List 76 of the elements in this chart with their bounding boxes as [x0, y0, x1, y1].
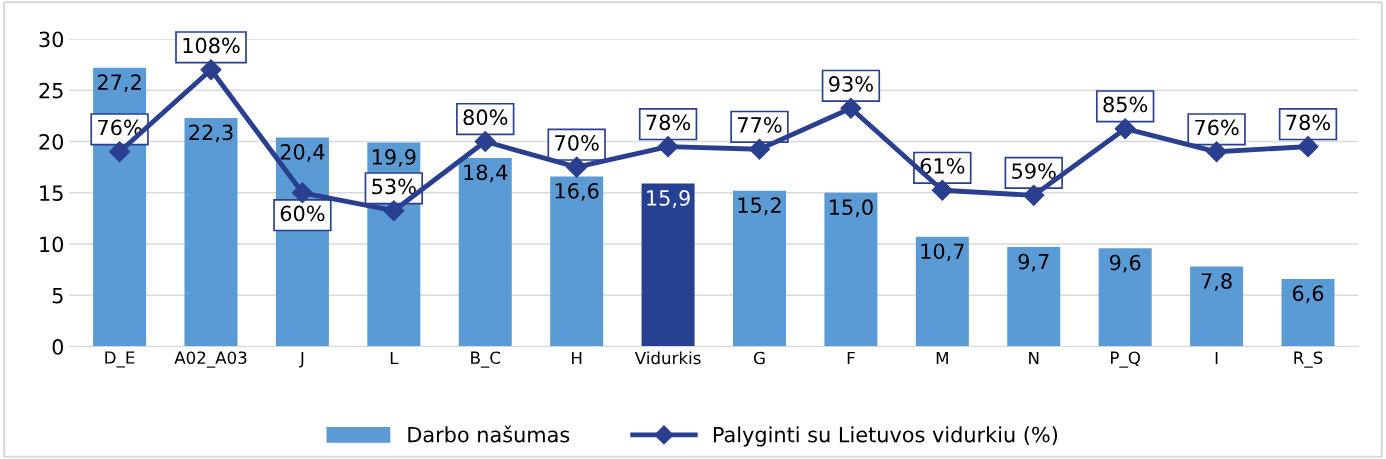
data-label: 16,6: [555, 182, 599, 201]
x-tick-label: H: [572, 351, 582, 365]
data-label: 6,6: [1292, 285, 1324, 304]
x-tick-label: B_C: [471, 351, 501, 368]
data-label: 20,4: [280, 143, 325, 162]
point: [1023, 184, 1045, 206]
point: [200, 59, 222, 81]
x-tick-label: P_Q: [1111, 351, 1140, 368]
data-label: 9,6: [1109, 254, 1141, 273]
x-tick-label: Vidurkis: [634, 351, 701, 365]
bar: [915, 236, 969, 347]
bar: [1281, 278, 1335, 347]
x-tick-label: N: [1029, 351, 1039, 365]
data-label: 27,2: [97, 74, 141, 93]
point: [383, 200, 405, 222]
point: [931, 179, 953, 201]
point: [840, 97, 862, 119]
data-label: 78%: [646, 114, 691, 131]
data-label: 108%: [183, 37, 240, 54]
data-label: 77%: [738, 117, 782, 133]
x-tick-label: R_S: [1294, 351, 1323, 368]
data-label: 70%: [555, 134, 599, 151]
data-label: 18,4: [464, 164, 508, 183]
point: [748, 138, 771, 160]
point: [1206, 141, 1228, 163]
point: [1297, 136, 1319, 158]
point: [291, 182, 313, 204]
bar: [732, 190, 787, 347]
data-label: 15,0: [830, 199, 873, 218]
y-tick-label: 20: [39, 133, 64, 150]
data-label: 15,9: [647, 190, 690, 208]
x-tick-label: L: [390, 351, 399, 365]
point: [1114, 118, 1136, 140]
bar: [1098, 248, 1152, 347]
legend-label: Darbo našumas: [408, 425, 570, 443]
data-label: 80%: [463, 109, 508, 126]
x-tick-label: I: [1215, 351, 1218, 365]
y-tick-label: 15: [40, 185, 63, 201]
y-tick-label: 25: [39, 82, 63, 99]
x-tick-label: F: [847, 351, 855, 365]
bar: [1190, 266, 1244, 347]
data-label: 76%: [1195, 119, 1239, 136]
x-tick-label: A02_A03: [174, 351, 247, 368]
bar: [1007, 247, 1061, 347]
data-label: 76%: [98, 119, 142, 136]
y-tick-label: 30: [39, 31, 64, 48]
bar: [458, 157, 512, 347]
data-label: 93%: [829, 76, 873, 92]
data-label: 9,7: [1018, 253, 1049, 272]
x-tick-label: G: [753, 351, 765, 365]
y-tick-label: 0: [52, 339, 64, 355]
data-label: 78%: [1286, 114, 1330, 131]
data-label: 7,8: [1201, 273, 1232, 291]
point: [474, 131, 496, 153]
x-tick-label: M: [936, 351, 948, 365]
data-label: 85%: [1103, 96, 1148, 113]
data-label: 53%: [372, 178, 416, 195]
x-tick-label: D_E: [105, 351, 135, 368]
data-label: 22,3: [189, 124, 233, 143]
point: [109, 141, 131, 163]
y-tick-label: 5: [52, 288, 63, 304]
data-label: 61%: [920, 158, 965, 174]
data-label: 60%: [280, 205, 325, 222]
bar: [824, 192, 878, 347]
x-tick-label: J: [299, 351, 304, 368]
bar: [641, 183, 695, 347]
data-label: 59%: [1012, 163, 1056, 179]
data-label: 19,9: [372, 149, 416, 167]
point: [566, 156, 588, 178]
data-label: 10,7: [921, 243, 964, 262]
bar: [184, 117, 238, 347]
bar: [550, 176, 604, 347]
legend-label: Palyginti su Lietuvos vidurkiu (%): [713, 426, 1058, 447]
y-tick-label: 10: [40, 236, 64, 253]
point: [657, 136, 679, 158]
data-label: 15,2: [738, 197, 781, 216]
